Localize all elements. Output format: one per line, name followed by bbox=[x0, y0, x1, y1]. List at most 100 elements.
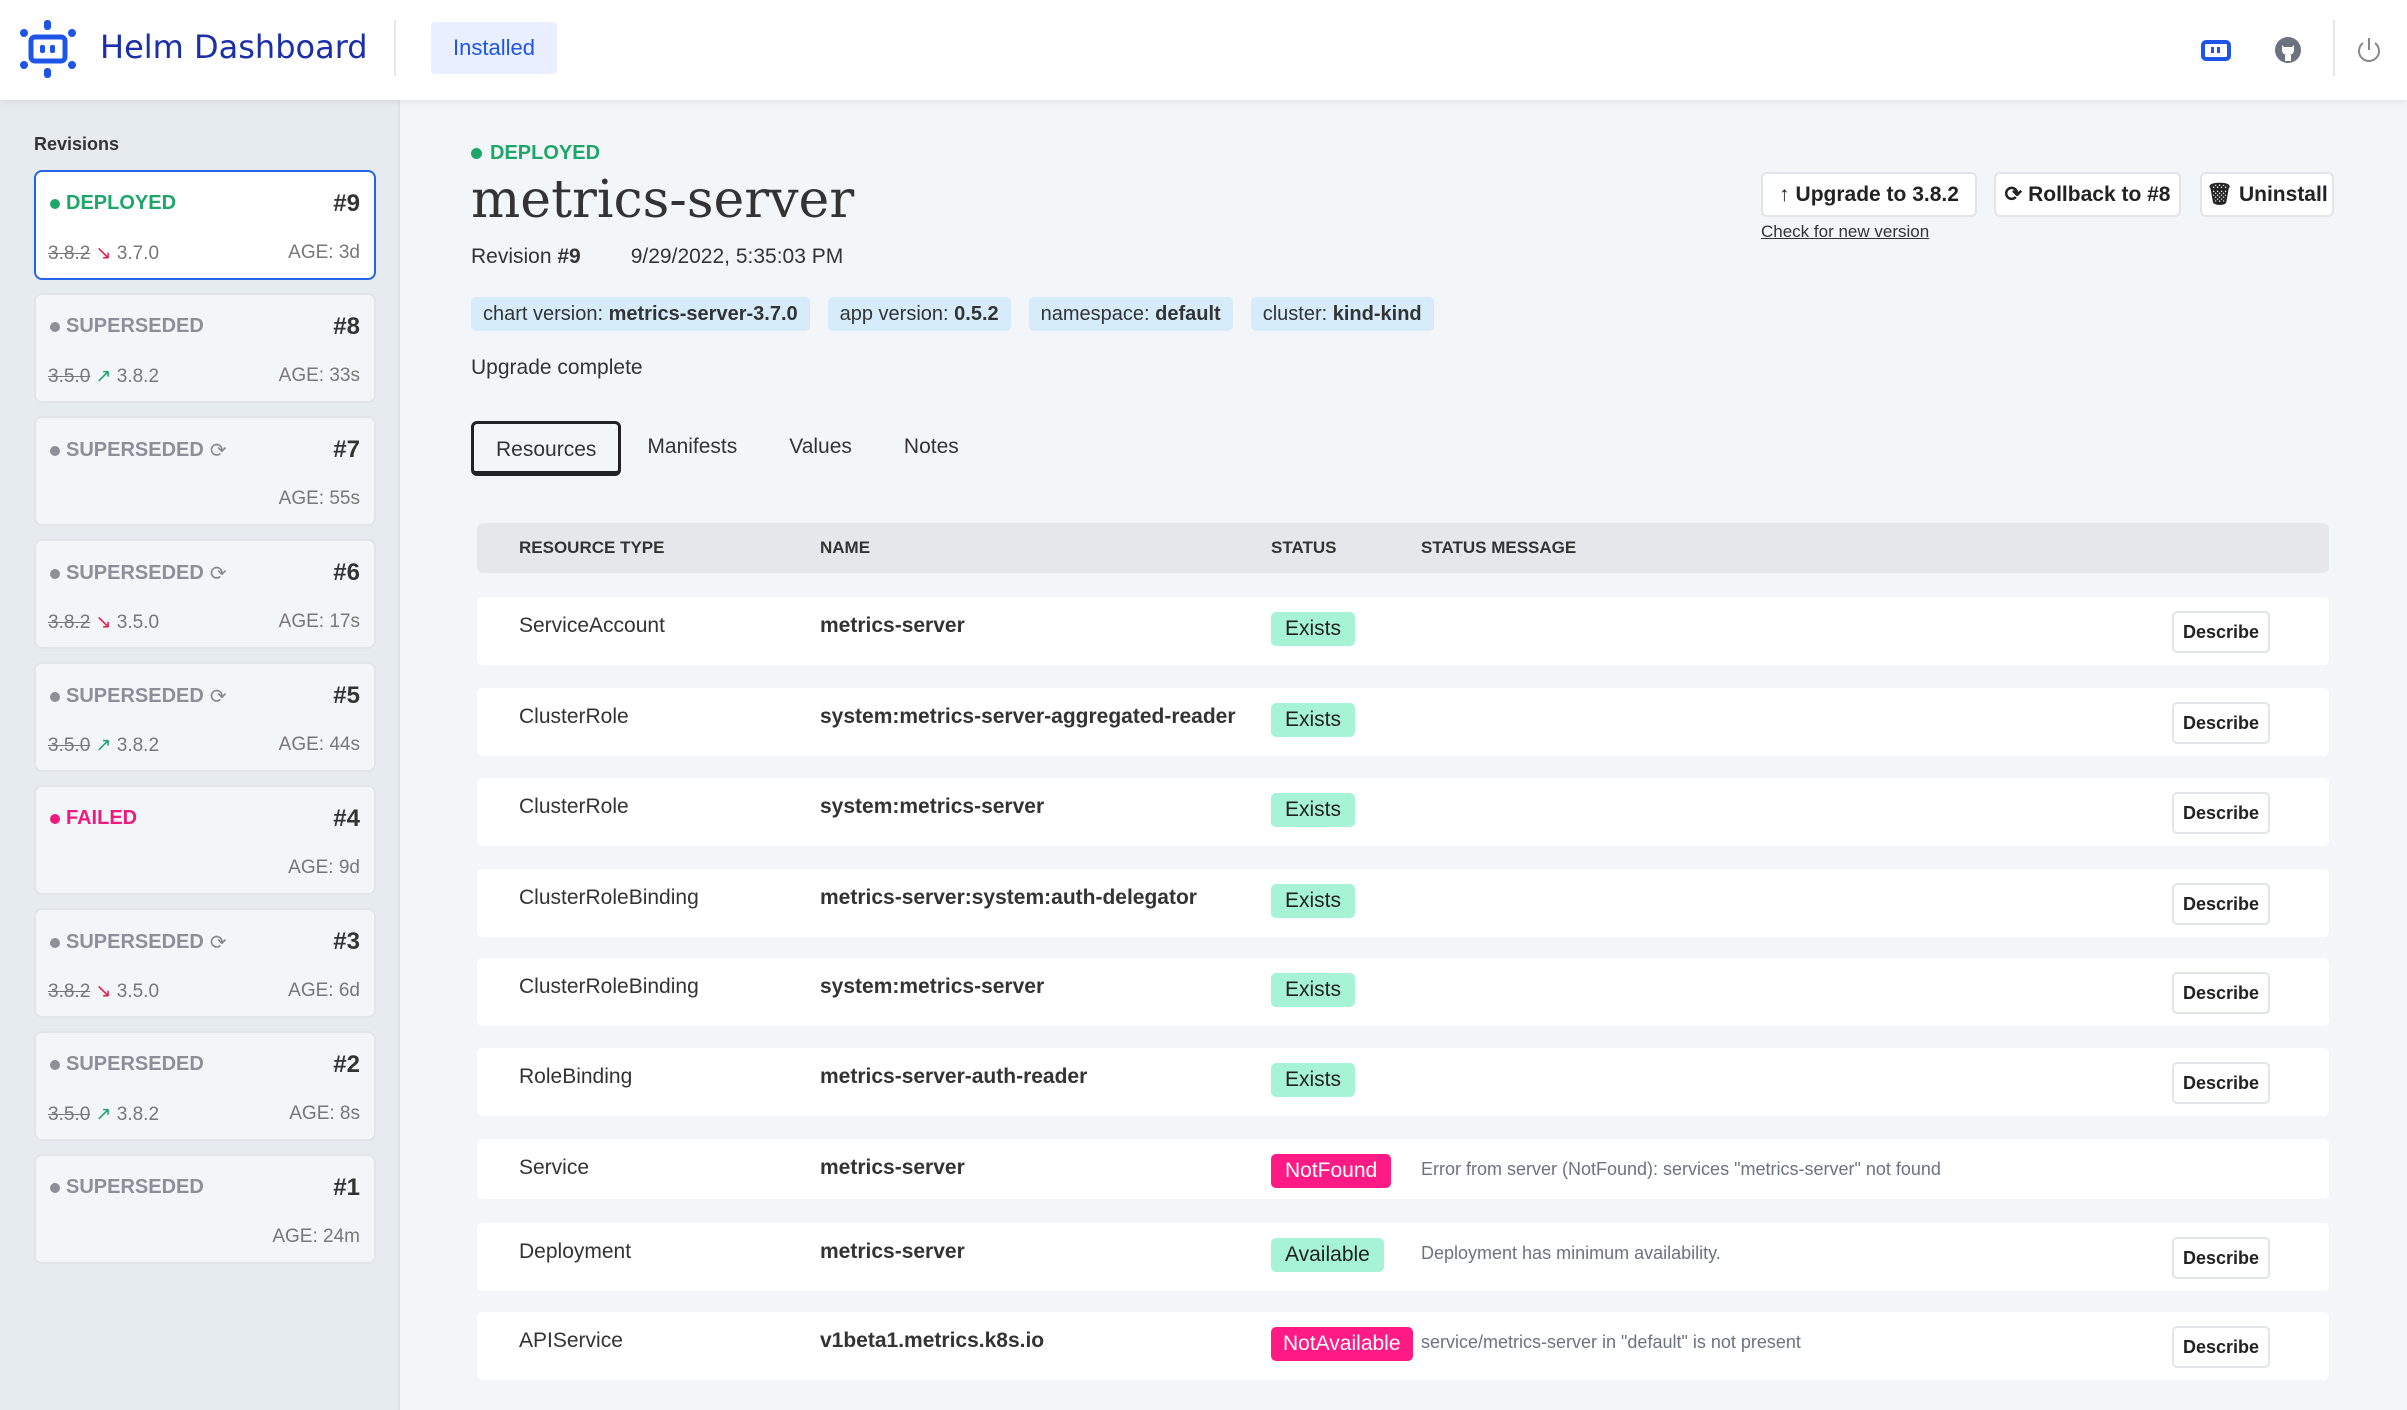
col-status-message: STATUS MESSAGE bbox=[1421, 538, 1577, 557]
release-badges: chart version: metrics-server-3.7.0 app … bbox=[471, 297, 1434, 331]
revision-version: 3.8.2 ↘ 3.7.0 bbox=[48, 243, 160, 264]
helm-plugin-icon[interactable] bbox=[2200, 34, 2232, 66]
revision-status: SUPERSEDED ⟳ bbox=[50, 684, 227, 709]
revision-age: AGE: 44s bbox=[278, 734, 360, 755]
resource-type: ServiceAccount bbox=[519, 614, 665, 637]
cluster-badge: cluster: kind-kind bbox=[1250, 297, 1434, 331]
status-badge: Available bbox=[1271, 1238, 1384, 1272]
revision-status: DEPLOYED bbox=[50, 192, 176, 215]
describe-button[interactable]: Describe bbox=[2172, 972, 2270, 1014]
namespace-badge: namespace: default bbox=[1028, 297, 1233, 331]
status-dot bbox=[50, 321, 60, 332]
status-badge: Exists bbox=[1271, 884, 1356, 918]
status-dot bbox=[50, 1182, 60, 1193]
revision-version: 3.8.2 ↘ 3.5.0 bbox=[48, 981, 160, 1002]
revision-age: AGE: 33s bbox=[278, 365, 360, 386]
divider bbox=[2333, 20, 2335, 76]
helm-logo-icon[interactable] bbox=[18, 18, 78, 80]
tab-notes[interactable]: Notes bbox=[903, 435, 959, 458]
revision-card[interactable]: SUPERSEDED ⟳ #7 AGE: 55s bbox=[34, 416, 376, 526]
revision-card[interactable]: SUPERSEDED ⟳ #5 3.5.0 ↗ 3.8.2 AGE: 44s bbox=[34, 662, 376, 772]
table-row: ClusterRoleBinding metrics-server:system… bbox=[477, 869, 2329, 937]
revision-version: 3.5.0 ↗ 3.8.2 bbox=[48, 366, 160, 387]
revision-card[interactable]: FAILED #4 AGE: 9d bbox=[34, 785, 376, 895]
status-badge: Exists bbox=[1271, 612, 1356, 646]
check-new-version-link[interactable]: Check for new version bbox=[1761, 222, 1930, 241]
revisions-heading: Revisions bbox=[34, 134, 120, 154]
power-icon[interactable] bbox=[2353, 34, 2385, 66]
resource-name: system:metrics-server-aggregated-reader bbox=[820, 705, 1236, 728]
col-status: STATUS bbox=[1271, 538, 1337, 557]
status-text: DEPLOYED bbox=[490, 142, 601, 164]
refresh-icon: ⟳ bbox=[209, 932, 227, 954]
revision-card[interactable]: SUPERSEDED ⟳ #3 3.8.2 ↘ 3.5.0 AGE: 6d bbox=[34, 908, 376, 1018]
revision-status: SUPERSEDED ⟳ bbox=[50, 930, 227, 955]
arrow-down-right-icon: ↘ bbox=[95, 612, 112, 633]
divider bbox=[394, 20, 396, 76]
describe-button[interactable]: Describe bbox=[2172, 883, 2270, 925]
revision-number: #9 bbox=[333, 190, 360, 217]
arrow-up-right-icon: ↗ bbox=[95, 1104, 112, 1125]
revision-number: #8 bbox=[333, 313, 360, 340]
revision-number: #1 bbox=[333, 1174, 360, 1201]
table-row: ClusterRole system:metrics-server Exists… bbox=[477, 778, 2329, 846]
revision-card[interactable]: SUPERSEDED #8 3.5.0 ↗ 3.8.2 AGE: 33s bbox=[34, 293, 376, 403]
revision-age: AGE: 6d bbox=[288, 980, 360, 1001]
resource-name: system:metrics-server bbox=[820, 975, 1045, 998]
status-dot bbox=[50, 445, 60, 456]
release-message: Upgrade complete bbox=[471, 356, 643, 379]
resource-type: APIService bbox=[519, 1329, 623, 1352]
status-message: service/metrics-server in "default" is n… bbox=[1421, 1332, 1801, 1352]
status-dot bbox=[50, 568, 60, 579]
revision-card[interactable]: SUPERSEDED ⟳ #6 3.8.2 ↘ 3.5.0 AGE: 17s bbox=[34, 539, 376, 649]
tab-manifests[interactable]: Manifests bbox=[647, 435, 738, 458]
app-title: Helm Dashboard bbox=[100, 28, 368, 66]
revision-date: 9/29/2022, 5:35:03 PM bbox=[630, 245, 844, 268]
status-badge: NotFound bbox=[1271, 1154, 1392, 1188]
revision-card[interactable]: SUPERSEDED #1 AGE: 24m bbox=[34, 1154, 376, 1264]
arrow-down-right-icon: ↘ bbox=[95, 981, 112, 1002]
status-badge: NotAvailable bbox=[1271, 1327, 1413, 1361]
table-row: Service metrics-server NotFound Error fr… bbox=[477, 1139, 2329, 1199]
tab-resources[interactable]: Resources bbox=[471, 421, 622, 476]
describe-button[interactable]: Describe bbox=[2172, 1326, 2270, 1368]
revision-number: #5 bbox=[333, 682, 360, 709]
status-dot bbox=[50, 1059, 60, 1070]
describe-button[interactable]: Describe bbox=[2172, 702, 2270, 744]
describe-button[interactable]: Describe bbox=[2172, 792, 2270, 834]
table-header: RESOURCE TYPE NAME STATUS STATUS MESSAGE bbox=[477, 523, 2329, 573]
resource-name: metrics-server bbox=[820, 1156, 965, 1179]
status-message: Error from server (NotFound): services "… bbox=[1421, 1159, 1941, 1179]
revision-card[interactable]: SUPERSEDED #2 3.5.0 ↗ 3.8.2 AGE: 8s bbox=[34, 1031, 376, 1141]
status-message: Deployment has minimum availability. bbox=[1421, 1243, 1721, 1263]
revision-age: AGE: 8s bbox=[289, 1103, 360, 1124]
table-row: ClusterRole system:metrics-server-aggreg… bbox=[477, 688, 2329, 756]
tabs: Resources Manifests Values Notes bbox=[471, 421, 985, 476]
status-badge: Exists bbox=[1271, 793, 1356, 827]
revision-status: FAILED bbox=[50, 807, 137, 830]
upgrade-button[interactable]: ↑ Upgrade to 3.8.2 bbox=[1761, 172, 1977, 217]
revision-status: SUPERSEDED ⟳ bbox=[50, 561, 227, 586]
page-title: metrics-server bbox=[471, 170, 855, 230]
rollback-button[interactable]: ⟳ Rollback to #8 bbox=[1994, 172, 2181, 217]
resource-name: metrics-server-auth-reader bbox=[820, 1065, 1088, 1088]
arrow-up-right-icon: ↗ bbox=[95, 735, 112, 756]
refresh-icon: ⟳ bbox=[209, 440, 227, 462]
revision-card[interactable]: DEPLOYED #9 3.8.2 ↘ 3.7.0 AGE: 3d bbox=[34, 170, 376, 280]
revision-line: Revision #9 9/29/2022, 5:35:03 PM bbox=[471, 245, 843, 269]
revision-status: SUPERSEDED ⟳ bbox=[50, 438, 227, 463]
tab-installed[interactable]: Installed bbox=[431, 22, 557, 74]
uninstall-button[interactable]: 🗑 Uninstall bbox=[2200, 172, 2334, 217]
status-badge: Exists bbox=[1271, 973, 1356, 1007]
describe-button[interactable]: Describe bbox=[2172, 1062, 2270, 1104]
describe-button[interactable]: Describe bbox=[2172, 1237, 2270, 1279]
github-icon[interactable] bbox=[2272, 34, 2304, 66]
revision-number: #2 bbox=[333, 1051, 360, 1078]
table-row: Deployment metrics-server Available Depl… bbox=[477, 1223, 2329, 1291]
tab-values[interactable]: Values bbox=[789, 435, 852, 458]
revision-status: SUPERSEDED bbox=[50, 1176, 204, 1199]
describe-button[interactable]: Describe bbox=[2172, 611, 2270, 653]
resource-name: metrics-server bbox=[820, 614, 965, 637]
arrow-up-right-icon: ↗ bbox=[95, 366, 112, 387]
resource-name: metrics-server bbox=[820, 1240, 965, 1263]
